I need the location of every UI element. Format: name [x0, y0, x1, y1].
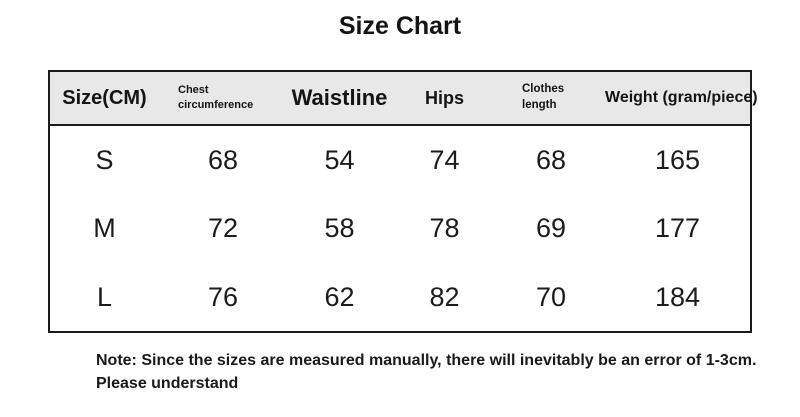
header-hips: Hips: [392, 71, 497, 126]
header-chest-circumference: Chest circumference: [159, 71, 287, 126]
header-size: Size(CM): [49, 71, 159, 126]
table-row-size-m: M 72 58 78 69 177: [49, 194, 751, 263]
page-title: Size Chart: [338, 12, 462, 40]
cell-waistline: 54: [324, 144, 355, 175]
cell-clothes-length: 69: [535, 213, 567, 243]
cell-weight: 184: [654, 281, 701, 312]
cell-weight: 165: [654, 144, 701, 175]
table-row-size-l: L 76 62 82 70 184: [49, 263, 751, 332]
cell-hips: 82: [429, 281, 460, 312]
measurement-note: Note: Since the sizes are measured manua…: [96, 349, 756, 395]
cell-chest: 68: [207, 144, 239, 175]
cell-size: M: [93, 213, 116, 243]
cell-size: L: [96, 281, 113, 312]
size-chart-table: Size(CM) Chest circumference Waistline H…: [48, 70, 758, 333]
cell-weight: 177: [654, 213, 701, 243]
cell-waistline: 62: [324, 281, 355, 312]
table-row-size-s: S 68 54 74 68 165: [49, 125, 751, 194]
cell-hips: 78: [429, 213, 460, 243]
cell-size: S: [95, 144, 114, 175]
cell-chest: 76: [207, 281, 239, 312]
note-line-2: Please understand: [96, 375, 239, 393]
cell-chest: 72: [207, 213, 239, 243]
header-clothes-label: Clothes length: [522, 83, 565, 111]
header-weight: Weight (gram/piece): [605, 71, 758, 126]
cell-waistline: 58: [324, 213, 355, 243]
cell-clothes-length: 70: [535, 281, 567, 312]
header-clothes-length: Clothes length: [497, 71, 605, 126]
cell-hips: 74: [429, 144, 460, 175]
header-waistline: Waistline: [287, 71, 392, 126]
header-chest-label: Chest circumference: [178, 84, 254, 111]
table-header-row: Size(CM) Chest circumference Waistline H…: [49, 71, 758, 126]
note-line-1: Note: Since the sizes are measured manua…: [96, 352, 757, 369]
cell-clothes-length: 68: [535, 144, 567, 175]
